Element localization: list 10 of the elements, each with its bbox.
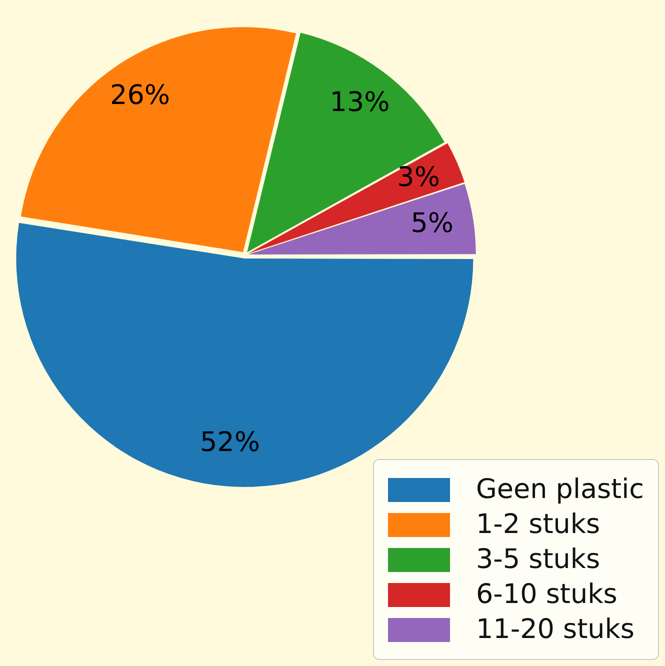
data-label: 26% xyxy=(110,80,170,112)
legend-label: 6-10 stuks xyxy=(476,579,618,610)
data-label: 52% xyxy=(200,426,260,458)
legend-label: 1-2 stuks xyxy=(476,509,600,540)
legend-label: Geen plastic xyxy=(476,474,644,505)
data-label: 5% xyxy=(410,208,454,240)
data-label: 13% xyxy=(330,87,390,118)
legend-label: 3-5 stuks xyxy=(476,544,600,575)
legend-label: 11-20 stuks xyxy=(476,614,634,645)
data-label: 3% xyxy=(397,162,440,194)
